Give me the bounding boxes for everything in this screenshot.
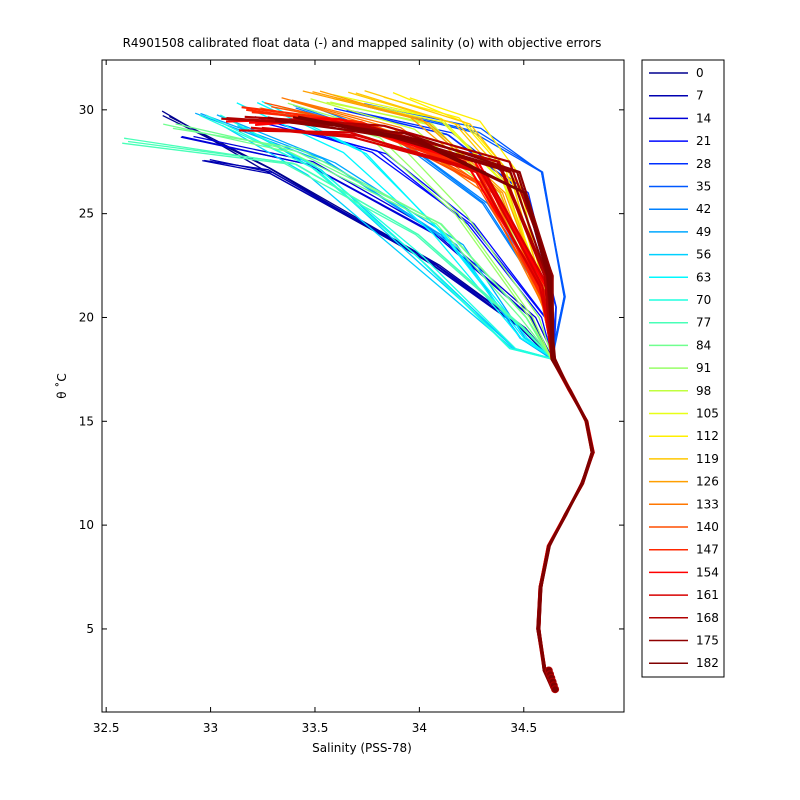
y-tick-label: 10 — [79, 518, 94, 532]
y-axis: 5 10 15 20 25 30 — [79, 103, 624, 636]
plot-data-area — [122, 90, 595, 694]
legend-label-147: 147 — [696, 543, 719, 557]
x-axis: 32.5 33 33.5 34 34.5 — [93, 60, 537, 735]
plot-frame — [101, 59, 625, 713]
y-tick-label: 15 — [79, 414, 94, 428]
legend-label-63: 63 — [696, 270, 711, 284]
legend-label-28: 28 — [696, 157, 711, 171]
legend-label-14: 14 — [696, 111, 711, 125]
legend-label-21: 21 — [696, 134, 711, 148]
legend-label-7: 7 — [696, 89, 704, 103]
legend-label-49: 49 — [696, 225, 711, 239]
x-axis-label: Salinity (PSS-78) — [312, 741, 412, 755]
y-axis-label: θ ˚C — [54, 373, 69, 399]
legend-label-126: 126 — [696, 475, 719, 489]
legend-label-77: 77 — [696, 316, 711, 330]
legend-label-161: 161 — [696, 588, 719, 602]
x-tick-label: 34.5 — [510, 721, 537, 735]
legend-label-105: 105 — [696, 407, 719, 421]
legend-label-70: 70 — [696, 293, 711, 307]
x-tick-label: 32.5 — [93, 721, 120, 735]
x-tick-label: 34 — [412, 721, 427, 735]
x-tick-label: 33.5 — [302, 721, 329, 735]
legend-label-112: 112 — [696, 429, 719, 443]
mapped-salinity-marker — [551, 685, 560, 694]
legend-label-154: 154 — [696, 565, 719, 579]
legend-label-84: 84 — [696, 338, 711, 352]
y-tick-label: 30 — [79, 103, 94, 117]
legend-label-91: 91 — [696, 361, 711, 375]
legend-label-119: 119 — [696, 452, 719, 466]
profile-line-182 — [298, 117, 594, 690]
legend-label-0: 0 — [696, 66, 704, 80]
legend-label-140: 140 — [696, 520, 719, 534]
y-tick-label: 5 — [86, 622, 94, 636]
legend-label-56: 56 — [696, 248, 711, 262]
legend: 0 7 14 21 28 35 42 49 56 63 70 77 84 91 98 105 112 119 126… — [641, 59, 725, 678]
legend-label-98: 98 — [696, 384, 711, 398]
legend-label-175: 175 — [696, 634, 719, 648]
legend-label-133: 133 — [696, 497, 719, 511]
legend-label-35: 35 — [696, 180, 711, 194]
y-tick-label: 20 — [79, 310, 94, 324]
legend-label-42: 42 — [696, 202, 711, 216]
y-tick-label: 25 — [79, 207, 94, 221]
x-tick-label: 33 — [203, 721, 218, 735]
chart-title: R4901508 calibrated float data (-) and m… — [123, 36, 602, 50]
legend-label-168: 168 — [696, 611, 719, 625]
legend-label-182: 182 — [696, 656, 719, 670]
